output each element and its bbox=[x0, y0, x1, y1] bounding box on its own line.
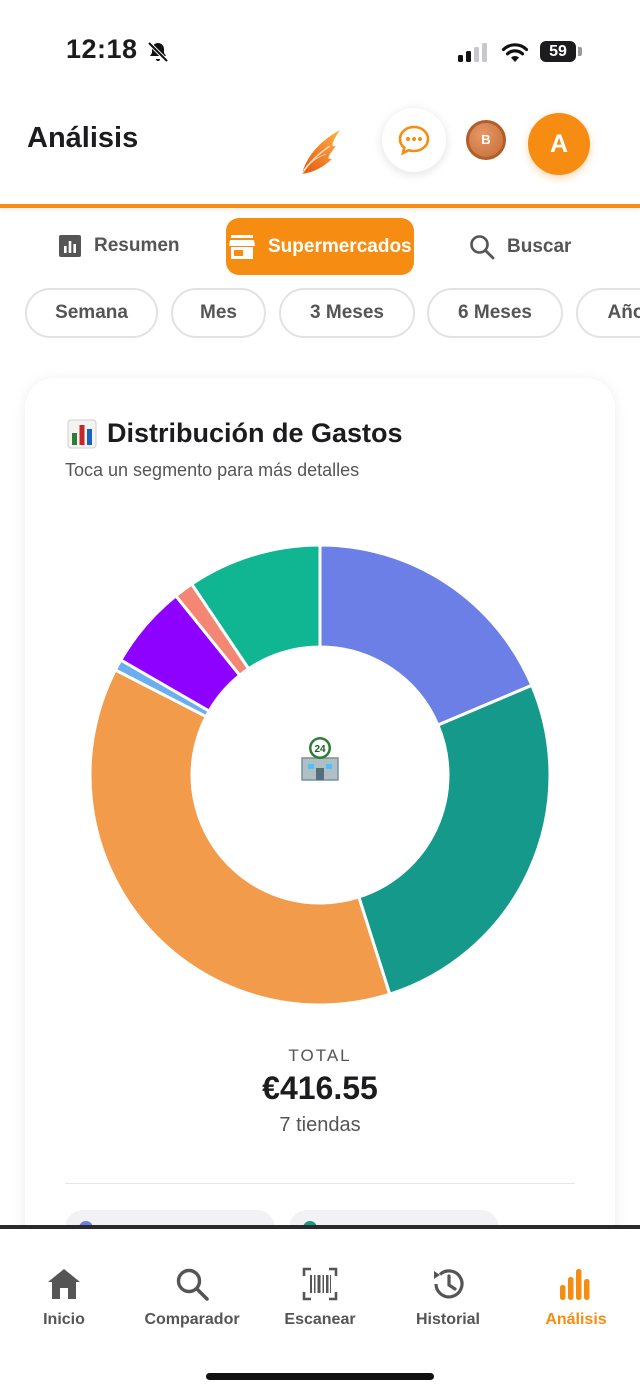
wing-logo-icon bbox=[301, 130, 340, 175]
svg-text:24: 24 bbox=[314, 744, 326, 755]
chat-button[interactable] bbox=[382, 108, 446, 172]
card-header: Distribución de Gastos bbox=[67, 418, 403, 449]
nav-inicio[interactable]: Inicio bbox=[0, 1265, 128, 1329]
bottom-navigation: Inicio Comparador Escanear Historial bbox=[0, 1225, 640, 1395]
card-title: Distribución de Gastos bbox=[107, 418, 403, 448]
store-icon bbox=[229, 234, 255, 259]
chat-bubble-icon bbox=[398, 125, 430, 156]
cellular-signal-icon bbox=[458, 42, 487, 62]
search-icon bbox=[470, 235, 495, 260]
search-icon bbox=[176, 1268, 209, 1301]
wifi-icon bbox=[501, 43, 529, 62]
history-icon bbox=[434, 1269, 464, 1299]
total-label: TOTAL bbox=[288, 1046, 352, 1065]
period-chip-ano[interactable]: Año bbox=[576, 288, 640, 338]
nav-label: Inicio bbox=[43, 1311, 85, 1328]
nav-analisis[interactable]: Análisis bbox=[512, 1265, 640, 1329]
stores-count: 7 tiendas bbox=[279, 1114, 361, 1136]
nav-label: Escanear bbox=[284, 1311, 356, 1328]
nav-label: Comparador bbox=[144, 1311, 240, 1328]
period-chip-3-meses[interactable]: 3 Meses bbox=[279, 288, 415, 338]
period-chip-semana[interactable]: Semana bbox=[25, 288, 158, 338]
battery-icon: 59 bbox=[540, 41, 576, 62]
store-24h-icon: 24 bbox=[301, 737, 339, 781]
donut-segments bbox=[88, 543, 552, 1007]
bar-chart-icon bbox=[59, 235, 81, 257]
status-bar: 12:18 59 bbox=[0, 0, 640, 100]
donut-segment-7[interactable] bbox=[189, 543, 322, 671]
battery-cap bbox=[578, 47, 582, 56]
section-tabs: Resumen Supermercados Buscar bbox=[0, 208, 640, 288]
period-selector: Semana Mes 3 Meses 6 Meses Año bbox=[0, 288, 640, 344]
app-header: Análisis B A bbox=[0, 100, 640, 208]
divider bbox=[65, 1183, 575, 1184]
nav-comparador[interactable]: Comparador bbox=[128, 1265, 256, 1329]
donut-segment-1[interactable] bbox=[318, 543, 534, 728]
tab-label: Buscar bbox=[507, 236, 572, 257]
tab-label: Resumen bbox=[94, 235, 180, 256]
nav-escanear[interactable]: Escanear bbox=[256, 1265, 384, 1329]
card-subtitle: Toca un segmento para más detalles bbox=[65, 460, 360, 480]
tab-resumen[interactable]: Resumen bbox=[58, 234, 180, 258]
spending-donut-chart[interactable]: 24 bbox=[87, 542, 553, 1008]
level-badge[interactable]: B bbox=[466, 120, 506, 160]
avatar[interactable]: A bbox=[528, 113, 590, 175]
home-indicator bbox=[206, 1373, 434, 1380]
tab-buscar[interactable]: Buscar bbox=[469, 234, 571, 260]
period-chip-6-meses[interactable]: 6 Meses bbox=[427, 288, 563, 338]
total-value: €416.55 bbox=[262, 1070, 378, 1106]
status-time: 12:18 bbox=[66, 34, 138, 64]
page-title: Análisis bbox=[27, 122, 139, 154]
period-chip-mes[interactable]: Mes bbox=[171, 288, 266, 338]
nav-historial[interactable]: Historial bbox=[384, 1265, 512, 1329]
barcode-scan-icon bbox=[302, 1267, 338, 1301]
tab-label: Supermercados bbox=[268, 235, 412, 257]
analytics-bars-icon bbox=[560, 1269, 590, 1300]
bell-off-icon bbox=[147, 41, 169, 63]
home-icon bbox=[48, 1269, 80, 1299]
bar-chart-emoji-icon bbox=[67, 419, 97, 448]
nav-label: Análisis bbox=[545, 1311, 607, 1328]
donut-segment-2[interactable] bbox=[356, 683, 552, 997]
spending-distribution-card: Distribución de Gastos Toca un segmento … bbox=[25, 378, 615, 1278]
nav-label: Historial bbox=[415, 1311, 480, 1328]
tab-supermercados[interactable]: Supermercados bbox=[226, 218, 414, 275]
donut-segment-3[interactable] bbox=[88, 667, 392, 1007]
